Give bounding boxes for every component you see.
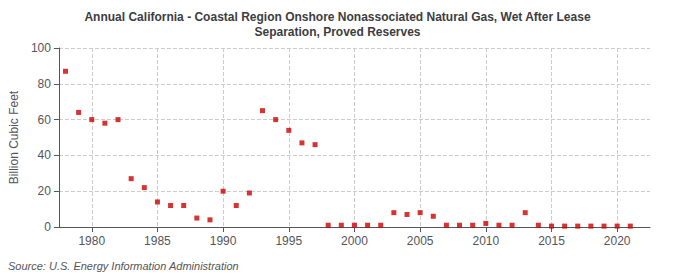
svg-text:Annual California - Coastal Re: Annual California - Coastal Region Onsho… bbox=[84, 10, 590, 24]
svg-text:2015: 2015 bbox=[538, 234, 565, 248]
svg-text:20: 20 bbox=[38, 184, 52, 198]
svg-text:Source: U.S. Energy Informatio: Source: U.S. Energy Information Administ… bbox=[8, 260, 239, 272]
svg-text:60: 60 bbox=[38, 113, 52, 127]
svg-text:0: 0 bbox=[44, 220, 51, 234]
svg-text:2000: 2000 bbox=[341, 234, 368, 248]
svg-text:1995: 1995 bbox=[275, 234, 302, 248]
svg-text:40: 40 bbox=[38, 148, 52, 162]
svg-text:Billion Cubic Feet: Billion Cubic Feet bbox=[7, 90, 21, 184]
svg-text:2010: 2010 bbox=[472, 234, 499, 248]
svg-text:80: 80 bbox=[38, 77, 52, 91]
svg-text:2020: 2020 bbox=[604, 234, 631, 248]
svg-text:1990: 1990 bbox=[210, 234, 237, 248]
svg-text:2005: 2005 bbox=[407, 234, 434, 248]
svg-text:1985: 1985 bbox=[144, 234, 171, 248]
svg-text:100: 100 bbox=[31, 41, 51, 55]
svg-text:Separation, Proved Reserves: Separation, Proved Reserves bbox=[254, 25, 420, 39]
svg-text:1980: 1980 bbox=[78, 234, 105, 248]
